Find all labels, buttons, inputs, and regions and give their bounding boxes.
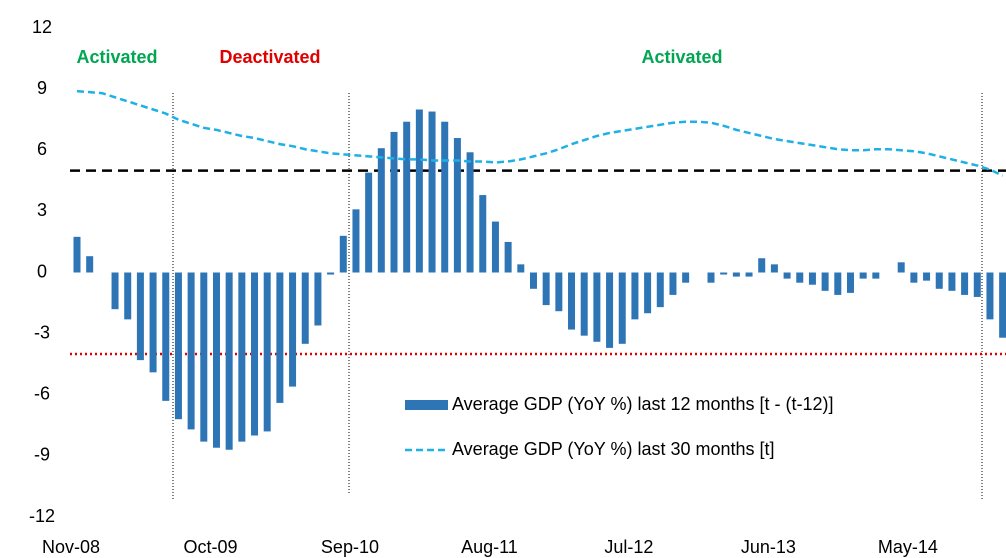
bar	[555, 272, 563, 312]
bar	[491, 221, 499, 273]
bar	[745, 272, 753, 277]
bar	[365, 172, 373, 273]
bar	[682, 272, 690, 283]
y-tick-label: 0	[37, 261, 47, 281]
bar	[910, 272, 918, 283]
bar	[529, 272, 537, 289]
y-tick-label: -12	[29, 506, 55, 526]
bar	[720, 272, 728, 275]
y-tick-label: -6	[34, 384, 50, 404]
bar	[111, 272, 119, 310]
x-tick-label: Sep-10	[321, 537, 379, 557]
y-tick-label: 12	[32, 17, 52, 37]
bar	[301, 272, 309, 344]
bar	[415, 109, 423, 273]
bar	[441, 121, 449, 273]
bar	[327, 272, 335, 275]
bar	[707, 272, 715, 283]
bar	[656, 272, 664, 308]
bar	[568, 272, 576, 330]
x-tick-label: Oct-09	[183, 537, 237, 557]
bar	[238, 272, 246, 442]
x-tick-label: Aug-11	[461, 537, 518, 557]
y-tick-label: 9	[37, 78, 47, 98]
bar	[225, 272, 233, 450]
bar	[808, 272, 816, 285]
bar	[453, 138, 461, 273]
bar	[580, 272, 588, 336]
x-tick-label: Jun-13	[741, 537, 796, 557]
bar	[999, 272, 1006, 338]
bar	[403, 121, 411, 273]
y-tick-label: -9	[34, 445, 50, 465]
bar	[948, 272, 956, 291]
bar	[136, 272, 144, 361]
bar	[542, 272, 550, 306]
x-tick-label: May-14	[878, 537, 938, 557]
bar	[606, 272, 614, 348]
bar	[872, 272, 880, 279]
bar	[466, 152, 474, 273]
bar	[669, 272, 677, 295]
bar	[479, 195, 487, 273]
bar	[212, 272, 220, 448]
bar	[352, 209, 360, 273]
bar	[162, 272, 170, 401]
bar	[732, 272, 740, 277]
bar	[796, 272, 804, 283]
bar	[276, 272, 284, 403]
bar	[504, 241, 512, 273]
bar	[783, 272, 791, 279]
bar	[935, 272, 943, 289]
bar	[644, 272, 652, 314]
x-tick-label: Nov-08	[42, 537, 100, 557]
bar	[187, 272, 195, 430]
bar	[923, 272, 931, 281]
bar	[618, 272, 626, 344]
bar	[339, 235, 347, 273]
bar	[973, 272, 981, 297]
legend-label: Average GDP (YoY %) last 30 months [t]	[452, 439, 775, 459]
bar	[961, 272, 969, 295]
annotation: Activated	[76, 47, 157, 67]
bar	[834, 272, 842, 295]
bar	[859, 272, 867, 279]
legend-label: Average GDP (YoY %) last 12 months [t - …	[452, 394, 834, 414]
bar	[517, 264, 525, 273]
bar	[377, 148, 385, 273]
bar	[428, 111, 436, 273]
bar	[758, 258, 766, 273]
bar	[200, 272, 208, 442]
legend-swatch	[405, 400, 448, 410]
y-tick-label: 3	[37, 200, 47, 220]
bar	[897, 262, 905, 273]
x-tick-label: Jul-12	[604, 537, 653, 557]
bar	[124, 272, 132, 320]
bar	[174, 272, 182, 420]
bar	[986, 272, 994, 320]
line	[76, 89, 1004, 177]
bar	[390, 131, 398, 273]
bar	[821, 272, 829, 291]
bar	[251, 272, 259, 436]
bar	[593, 272, 601, 342]
bar	[770, 264, 778, 273]
bar	[846, 272, 854, 293]
bar	[314, 272, 322, 326]
bar	[263, 272, 271, 432]
bar	[631, 272, 639, 320]
annotation: Deactivated	[219, 47, 320, 67]
annotation: Activated	[641, 47, 722, 67]
bar	[289, 272, 297, 387]
bar	[149, 272, 157, 373]
y-tick-label: 6	[37, 139, 47, 159]
y-tick-label: -3	[34, 322, 50, 342]
bar	[86, 256, 94, 273]
bar	[73, 236, 81, 273]
